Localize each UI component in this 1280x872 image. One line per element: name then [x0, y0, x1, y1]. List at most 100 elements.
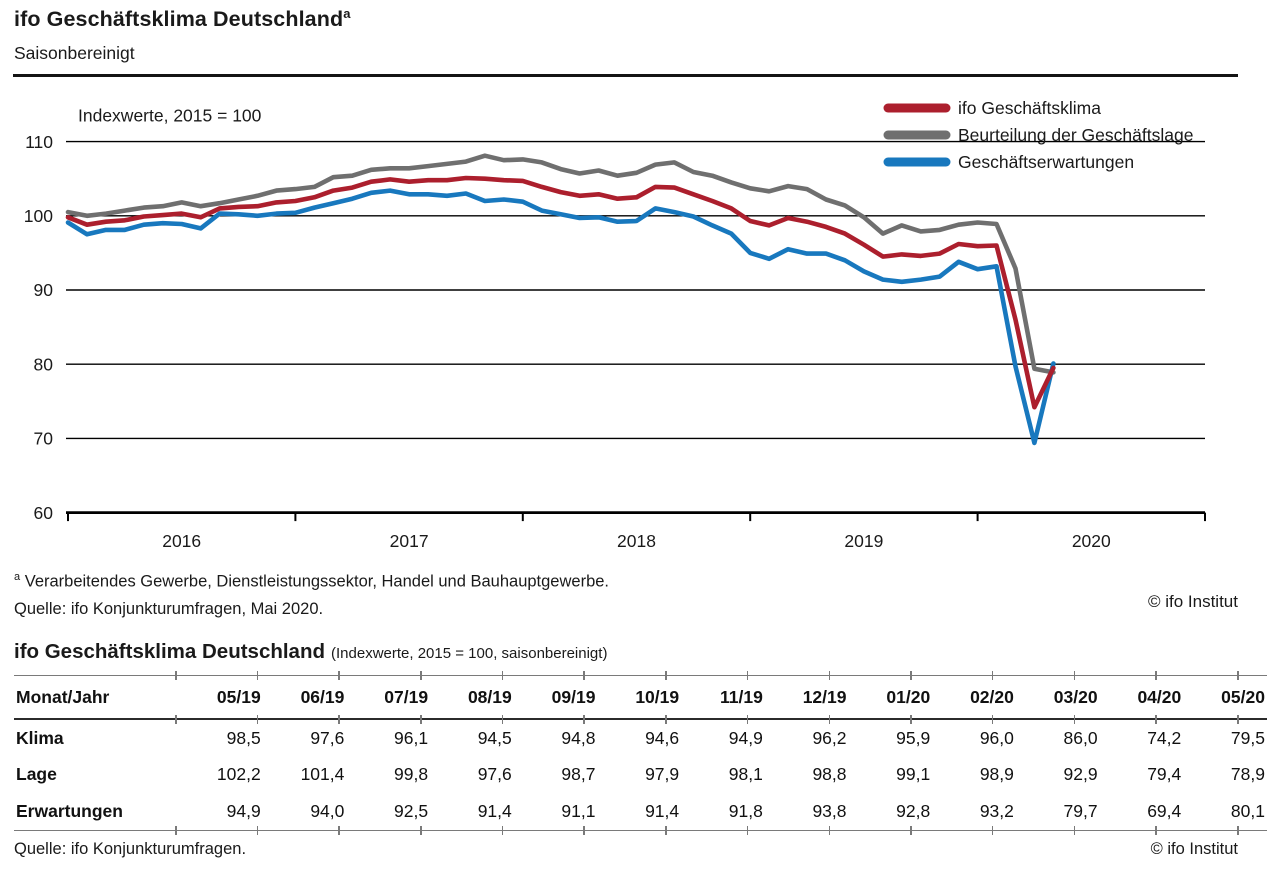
table-section-note: (Indexwerte, 2015 = 100, saisonbereinigt…: [331, 645, 608, 662]
table-header-month-4: 09/19: [513, 675, 598, 720]
table-cell: 91,4: [645, 800, 680, 821]
table-cell: 86,0: [1063, 727, 1098, 748]
y-axis-label-70: 70: [34, 429, 54, 449]
column-tick: [746, 715, 749, 724]
column-tick: [1237, 826, 1239, 835]
column-tick: [256, 670, 259, 680]
table-header-month-5: 10/19: [597, 675, 682, 720]
table-cell: 93,2: [979, 800, 1014, 821]
table-header-month-6: 11/19: [681, 675, 765, 720]
table-header-month-9: 02/20: [932, 675, 1016, 720]
table-header-month-8: 01/20: [848, 675, 933, 720]
footnote-marker: a: [14, 571, 21, 583]
table-cell: 78,9: [1230, 764, 1265, 785]
table-row-erwartungen: Erwartungen 94,9 94,0 92,5 91,4 91,1 91,4 91,8 9…: [14, 793, 1267, 830]
table-header-month-7: 12/19: [764, 675, 849, 720]
table-cell: 92,5: [394, 800, 429, 821]
table-cell: 101,4: [300, 764, 345, 785]
footnote-text: Verarbeitendes Gewerbe, Dienstleistungss…: [24, 572, 610, 591]
chart-footnotes: a Verarbeitendes Gewerbe, Dienstleistung…: [14, 564, 609, 624]
column-tick: [665, 826, 667, 835]
table-cell: 98,1: [728, 764, 763, 785]
table-cell: 94,6: [645, 727, 680, 748]
table-cell: 98,5: [226, 727, 261, 748]
monthly-values-table: Monat/Jahr 05/19 06/19 07/19 08/19 09/19 10/1…: [14, 675, 1267, 831]
column-tick: [583, 715, 585, 724]
column-tick: [501, 826, 504, 835]
column-tick: [1073, 826, 1076, 835]
table-header-month-11: 04/20: [1099, 675, 1184, 720]
column-tick: [175, 826, 177, 835]
table-cell: 93,8: [812, 800, 847, 821]
x-axis-label-2019: 2019: [844, 531, 883, 551]
table-cell: 96,0: [979, 727, 1014, 748]
page-subtitle: Saisonbereinigt: [14, 43, 135, 63]
column-tick: [338, 826, 340, 835]
row-label-lage: Lage: [16, 764, 57, 785]
column-tick: [338, 670, 340, 680]
page-title-text: ifo Geschäftsklima Deutschland: [14, 7, 344, 32]
column-tick: [501, 715, 504, 724]
table-cell: 94,0: [310, 800, 345, 821]
column-tick: [991, 670, 994, 680]
table-section-title-text: ifo Geschäftsklima Deutschland: [14, 640, 326, 663]
table-cell: 98,9: [979, 764, 1014, 785]
column-tick: [1155, 670, 1157, 680]
table-cell: 98,8: [812, 764, 847, 785]
y-axis-label-110: 110: [25, 132, 53, 152]
table-header-row: Monat/Jahr 05/19 06/19 07/19 08/19 09/19 10/1…: [14, 675, 1267, 720]
column-tick: [175, 715, 177, 724]
column-tick: [256, 715, 259, 724]
chart-copyright: © ifo Institut: [1147, 592, 1238, 611]
column-tick: [1237, 670, 1239, 680]
table-body: Klima 98,5 97,6 96,1 94,5 94,8 94,6 94,9 96,2 95,…: [14, 719, 1267, 830]
table-cell: 92,9: [1063, 764, 1098, 785]
table-cell: 99,8: [394, 764, 429, 785]
column-tick: [501, 670, 504, 680]
table-cell: 74,2: [1147, 727, 1182, 748]
table-header-month-3: 08/19: [430, 675, 514, 720]
y-axis-note: Indexwerte, 2015 = 100: [78, 106, 262, 126]
bottom-footer: Quelle: ifo Konjunkturumfragen. © ifo In…: [14, 840, 1238, 859]
column-tick: [420, 826, 422, 835]
page-title-footnote-marker: a: [343, 6, 351, 21]
column-tick: [746, 826, 749, 835]
table-cell: 79,4: [1147, 764, 1182, 785]
table-cell: 79,5: [1230, 727, 1265, 748]
x-axis-label-2020: 2020: [1072, 531, 1111, 551]
x-axis-label-2017: 2017: [390, 531, 429, 551]
column-tick: [828, 826, 831, 835]
column-tick: [1155, 826, 1157, 835]
column-tick: [256, 826, 259, 835]
column-tick: [828, 670, 831, 680]
column-tick: [991, 715, 994, 724]
x-axis-label-2016: 2016: [162, 531, 201, 551]
table-cell: 97,9: [645, 764, 680, 785]
table-header-monat-jahr: Monat/Jahr: [14, 675, 179, 720]
table-cell: 95,9: [896, 727, 931, 748]
table-cell: 80,1: [1230, 800, 1265, 821]
table-cell: 99,1: [896, 764, 931, 785]
row-label-erwartungen: Erwartungen: [16, 800, 123, 821]
table-cell: 94,5: [477, 727, 512, 748]
column-tick: [746, 670, 749, 680]
column-tick: [665, 715, 667, 724]
table-cell: 96,2: [812, 727, 847, 748]
page-title: ifo Geschäftsklima Deutschlanda: [14, 6, 351, 32]
series-line-2: [65, 188, 1056, 446]
table-header: Monat/Jahr 05/19 06/19 07/19 08/19 09/19 10/1…: [14, 675, 1267, 720]
column-tick: [1155, 715, 1157, 724]
table-row-klima: Klima 98,5 97,6 96,1 94,5 94,8 94,6 94,9 96,2 95,…: [14, 719, 1267, 757]
title-divider: [13, 74, 1238, 77]
column-tick: [420, 670, 422, 680]
table-header-month-12: 05/20: [1183, 675, 1267, 720]
column-tick: [420, 715, 422, 724]
column-tick: [583, 670, 585, 680]
table-row-lage: Lage 102,2 101,4 99,8 97,6 98,7 97,9 98,1 98,8 99…: [14, 757, 1267, 794]
legend-label-2: Geschäftserwartungen: [958, 152, 1134, 172]
table-cell: 94,8: [561, 727, 596, 748]
table-cell: 94,9: [226, 800, 261, 821]
table-cell: 94,9: [728, 727, 763, 748]
table-cell: 98,7: [561, 764, 596, 785]
table-header-month-2: 07/19: [346, 675, 431, 720]
